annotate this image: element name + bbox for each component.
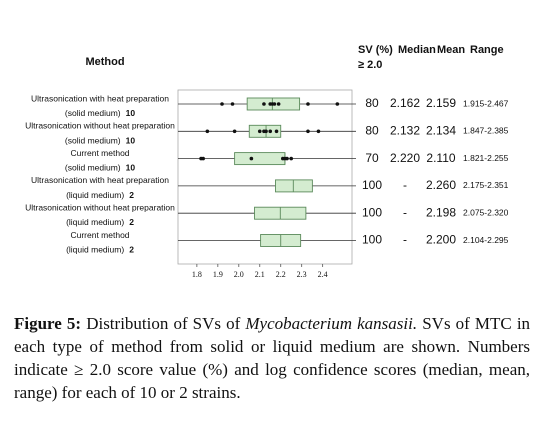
- medium-label: (solid medium) 10: [65, 136, 135, 146]
- method-label: Ultrasonication without heat preparation: [25, 121, 175, 131]
- point: [285, 156, 289, 161]
- medium: (solid medium): [65, 108, 121, 118]
- range-value: 2.075-2.320: [463, 207, 509, 217]
- sv-value: 100: [362, 205, 382, 219]
- caption-label: Figure 5:: [14, 314, 82, 333]
- medium-label: (solid medium) 10: [65, 108, 135, 118]
- method-label: Current method: [70, 148, 129, 158]
- point: [274, 129, 279, 134]
- method-label: Ultrasonication with heat preparation: [31, 93, 169, 103]
- medium-label: (liquid medium) 2: [66, 217, 134, 227]
- point: [205, 129, 210, 134]
- point: [257, 129, 262, 134]
- range-header: Range: [470, 44, 504, 56]
- caption-species: Mycobacterium kansasii.: [245, 314, 418, 333]
- mean-value: 2.198: [426, 205, 456, 219]
- point: [232, 129, 237, 134]
- sv-value: 100: [362, 178, 382, 192]
- point: [220, 102, 224, 106]
- x-tick-label: 2.4: [318, 270, 328, 279]
- mean-value: 2.134: [426, 123, 456, 137]
- point: [249, 156, 254, 161]
- point: [335, 102, 340, 106]
- point: [268, 129, 273, 134]
- strain-count: 2: [129, 245, 134, 255]
- sv-value: 70: [365, 151, 379, 165]
- x-tick-label: 2.2: [276, 270, 286, 279]
- medium: (solid medium): [65, 136, 121, 146]
- medium: (solid medium): [65, 163, 121, 173]
- method-label: Ultrasonication without heat preparation: [25, 202, 175, 212]
- point: [306, 129, 310, 134]
- caption-text: Distribution of SVs of: [86, 314, 241, 333]
- medium-label: (liquid medium) 2: [66, 245, 134, 255]
- medium: (liquid medium): [66, 245, 124, 255]
- box: [234, 152, 286, 166]
- medium-label: (liquid medium) 2: [66, 190, 134, 200]
- point: [264, 129, 268, 134]
- range-value: 1.821-2.255: [463, 153, 509, 163]
- strain-count: 10: [126, 136, 136, 146]
- range-value: 1.847-2.385: [463, 126, 509, 136]
- strain-count: 2: [129, 217, 134, 227]
- point: [201, 156, 205, 161]
- medium-label: (solid medium) 10: [65, 163, 135, 173]
- point: [306, 102, 310, 106]
- mean-value: 2.110: [426, 151, 455, 165]
- median-value: -: [403, 233, 407, 247]
- sv-value: 80: [365, 96, 379, 110]
- sv-value: 100: [362, 233, 382, 247]
- strain-count: 10: [126, 163, 136, 173]
- median-value: -: [403, 178, 407, 192]
- point: [272, 102, 277, 106]
- strain-count: 2: [129, 190, 134, 200]
- strain-count: 10: [126, 108, 136, 118]
- point: [289, 156, 294, 161]
- mean-value: 2.260: [426, 178, 456, 192]
- sv-value: 80: [365, 123, 379, 137]
- medium: (liquid medium): [66, 190, 124, 200]
- point: [230, 102, 235, 106]
- caption-text: SVs of MTC in each type of method from s…: [14, 314, 531, 402]
- x-tick-label: 1.8: [192, 270, 202, 279]
- median-value: 2.132: [390, 123, 420, 137]
- sv-subheader: ≥ 2.0: [358, 59, 382, 71]
- x-tick-label: 1.9: [213, 270, 223, 279]
- mean-header: Mean: [437, 44, 465, 56]
- x-tick-label: 2.1: [255, 270, 265, 279]
- x-tick-label: 2.0: [234, 270, 244, 279]
- figure: Method SV (%) ≥ 2.0 Median Mean Range 1.…: [25, 44, 509, 279]
- median-value: 2.162: [390, 96, 420, 110]
- plot-frame: [177, 89, 353, 265]
- method-label: Ultrasonication with heat preparation: [31, 175, 169, 185]
- point: [262, 102, 266, 106]
- median-header: Median: [398, 44, 436, 56]
- range-value: 2.104-2.295: [463, 235, 509, 245]
- x-tick-label: 2.3: [297, 270, 307, 279]
- range-value: 2.175-2.351: [463, 180, 509, 190]
- medium: (liquid medium): [66, 217, 124, 227]
- mean-value: 2.159: [426, 96, 456, 110]
- box: [275, 179, 313, 193]
- caption: Figure 5: Distribution of SVs of Mycobac…: [14, 312, 530, 404]
- range-value: 1.915-2.467: [463, 98, 509, 108]
- median-value: 2.220: [390, 151, 420, 165]
- sv-header: SV (%): [358, 44, 393, 56]
- point: [276, 102, 281, 106]
- method-header: Method: [85, 56, 124, 68]
- median-value: -: [403, 205, 407, 219]
- method-label: Current method: [70, 230, 129, 240]
- point: [316, 129, 321, 134]
- mean-value: 2.200: [426, 233, 456, 247]
